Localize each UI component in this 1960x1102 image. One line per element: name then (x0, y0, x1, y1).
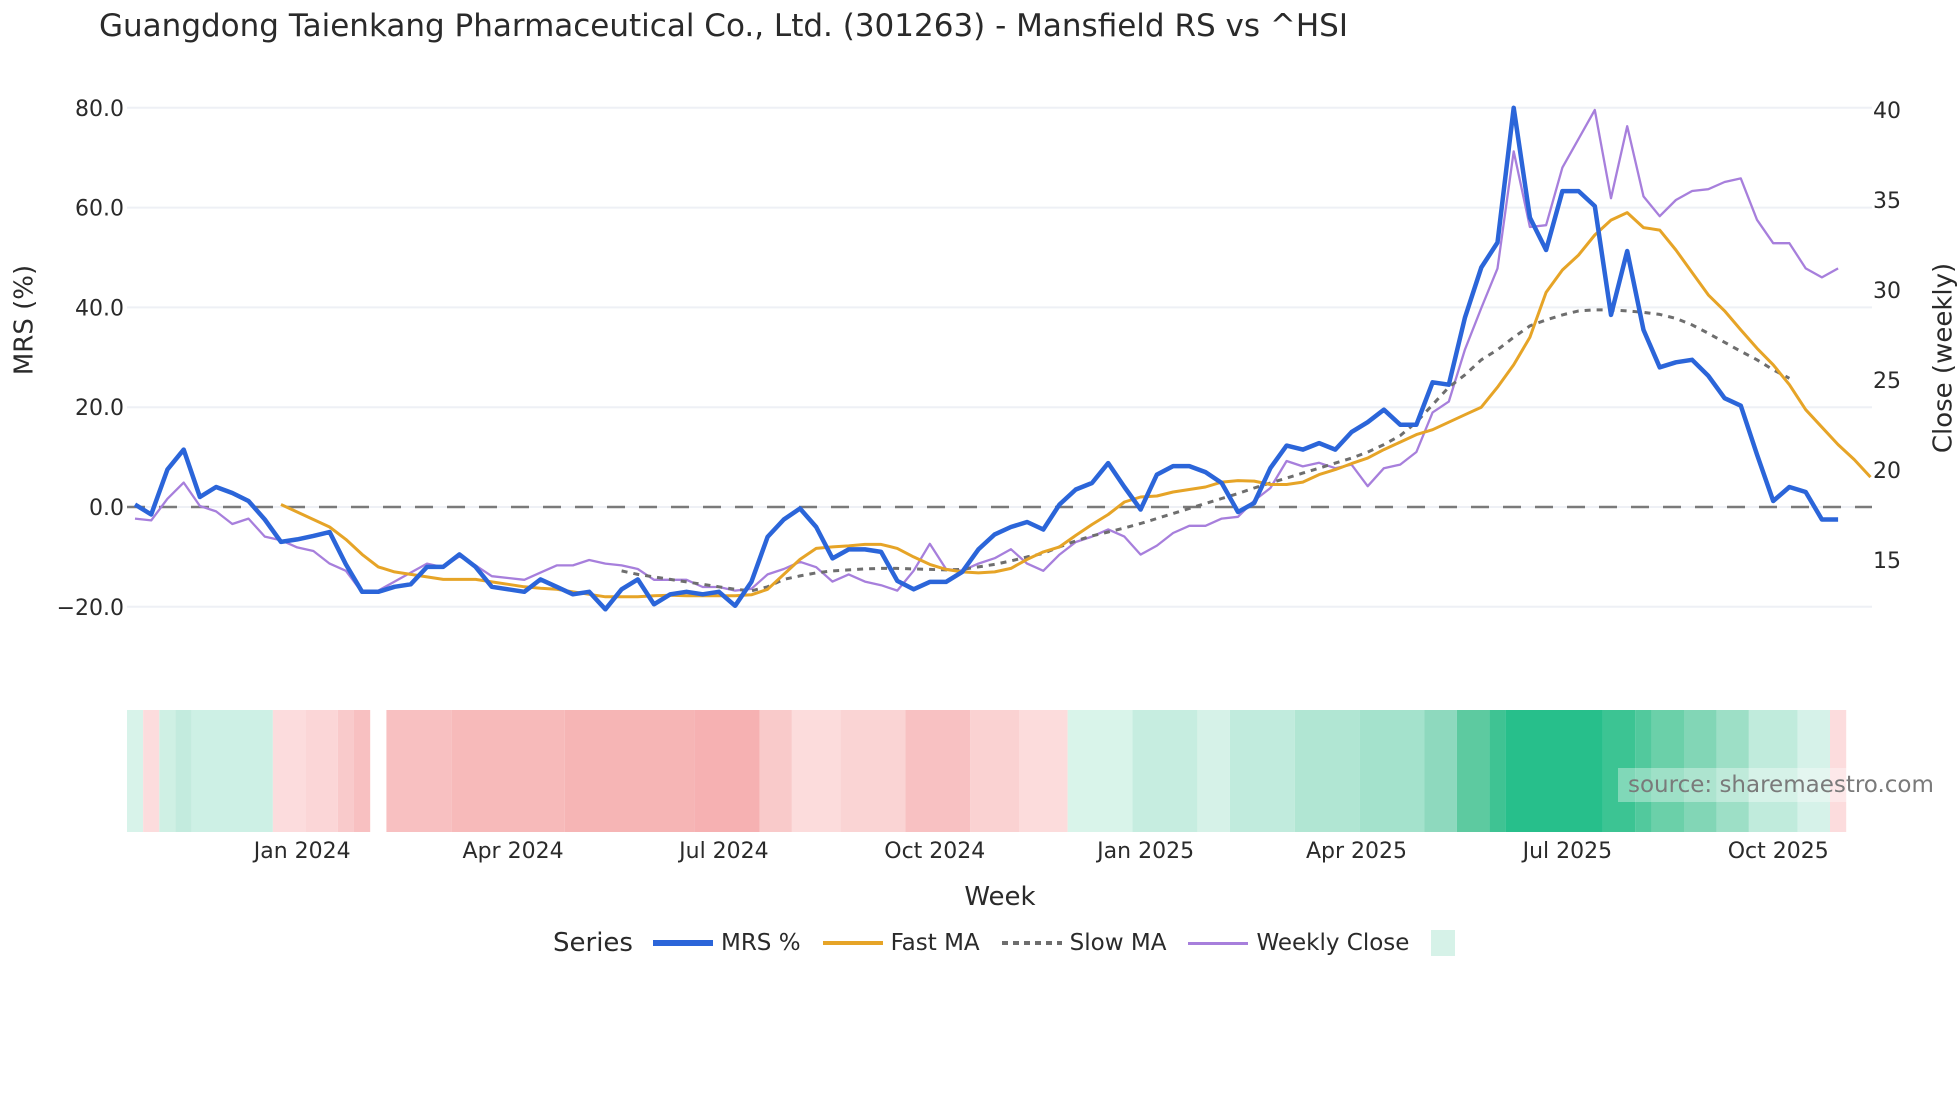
regime-heatmap (127, 710, 1847, 832)
heatmap-cell (353, 710, 371, 832)
heatmap-cell (1197, 710, 1230, 832)
y2-tick-label: 25 (1873, 369, 1901, 394)
heatmap-cell (1456, 710, 1490, 832)
x-tick-label: Oct 2024 (884, 839, 985, 864)
heatmap-cell (1489, 710, 1506, 832)
heatmap-cell (1229, 710, 1295, 832)
gridlines (127, 106, 1872, 608)
y-axis-right-title: Close (weekly) (1929, 263, 1959, 453)
y2-tick-label: 40 (1873, 99, 1901, 124)
heatmap-cell (759, 710, 792, 832)
heatmap-cell (1716, 710, 1749, 832)
heatmap-cell (1684, 710, 1717, 832)
heatmap-cell (337, 710, 354, 832)
series-mrs-line (133, 105, 1839, 612)
heatmap-cell (1797, 710, 1830, 832)
heatmap-cell (1505, 710, 1603, 832)
y-axis-left-title: MRS (%) (10, 265, 40, 375)
x-tick-label: Jul 2024 (677, 839, 769, 864)
heatmap-cell (451, 710, 565, 832)
legend-label: MRS % (720, 930, 801, 956)
chart-title: Guangdong Taienkang Pharmaceutical Co., … (99, 8, 1348, 44)
heatmap-swatch-icon (1431, 930, 1456, 956)
legend-label: Weekly Close (1256, 930, 1410, 956)
heatmap-cell (1748, 710, 1798, 832)
legend-item-weekly-close[interactable]: Weekly Close (1188, 930, 1409, 956)
heatmap-cell (175, 710, 192, 832)
x-tick-label: Apr 2025 (1306, 839, 1407, 864)
heatmap-cell (1829, 710, 1847, 832)
y-tick-label: 60.0 (75, 197, 124, 222)
heatmap-cell (564, 710, 695, 832)
heatmap-cell (1018, 710, 1068, 832)
heatmap-cell (272, 710, 306, 832)
x-tick-label: Apr 2024 (463, 839, 564, 864)
x-axis-ticks: Jan 2024 Apr 2024 Jul 2024 Oct 2024 Jan 2025… (252, 839, 1829, 864)
x-tick-label: Oct 2025 (1728, 839, 1829, 864)
heatmap-cell (1359, 710, 1425, 832)
heatmap-cell (305, 710, 338, 832)
heatmap-cell (1635, 710, 1652, 832)
x-axis-title: Week (964, 882, 1035, 912)
heatmap-cell (386, 710, 452, 832)
heatmap-cell (791, 710, 841, 832)
series-lines (133, 105, 1872, 612)
series-slow-maline (621, 308, 1791, 593)
y-axis-right-ticks: 40 35 30 25 20 15 (1873, 99, 1901, 574)
line-swatch-icon (822, 941, 883, 945)
y-tick-label: 80.0 (75, 97, 124, 122)
line-swatch-icon (1188, 941, 1249, 945)
heatmap-cell (1294, 710, 1360, 832)
heatmap-cell (970, 710, 1019, 832)
dotted-swatch-icon (1001, 941, 1062, 945)
legend-item-fast-ma[interactable]: Fast MA (822, 930, 980, 956)
legend-label: Slow MA (1069, 930, 1167, 956)
heatmap-cell (1067, 710, 1133, 832)
heatmap-cell (1424, 710, 1457, 832)
series-weekly-closeline (134, 108, 1839, 594)
legend-title: Series (553, 928, 633, 958)
legend-item-mrs[interactable]: MRS % (652, 930, 801, 956)
line-swatch-icon (652, 940, 713, 946)
y-axis-left-ticks: 80.0 60.0 40.0 20.0 0.0 −20.0 (57, 97, 124, 621)
heatmap-cell (1602, 710, 1636, 832)
y-tick-label: 20.0 (75, 396, 124, 421)
y-tick-label: 0.0 (89, 496, 124, 521)
source-watermark: source: sharemaestro.com (1618, 768, 1944, 802)
y-tick-label: −20.0 (57, 596, 124, 621)
heatmap-cell (840, 710, 906, 832)
heatmap-cell (127, 710, 144, 832)
y2-tick-label: 35 (1873, 189, 1901, 214)
heatmap-cell (1132, 710, 1198, 832)
x-tick-label: Jul 2025 (1521, 839, 1613, 864)
heatmap-cell (905, 710, 971, 832)
heatmap-cell (694, 710, 760, 832)
legend: Series MRS % Fast MA Slow MA Weekly Clos… (553, 928, 1477, 958)
legend-item-heatmap[interactable] (1431, 930, 1456, 956)
heatmap-cell (191, 710, 273, 832)
heatmap-cell (1651, 710, 1685, 832)
y2-tick-label: 20 (1873, 459, 1901, 484)
y-tick-label: 40.0 (75, 296, 124, 321)
y2-tick-label: 15 (1873, 549, 1901, 574)
legend-item-slow-ma[interactable]: Slow MA (1001, 930, 1167, 956)
x-tick-label: Jan 2024 (252, 839, 351, 864)
legend-label: Fast MA (890, 930, 980, 956)
y2-tick-label: 30 (1873, 279, 1901, 304)
heatmap-cell (143, 710, 160, 832)
x-tick-label: Jan 2025 (1095, 839, 1194, 864)
heatmap-cell (159, 710, 176, 832)
series-fast-maline (280, 211, 1872, 599)
